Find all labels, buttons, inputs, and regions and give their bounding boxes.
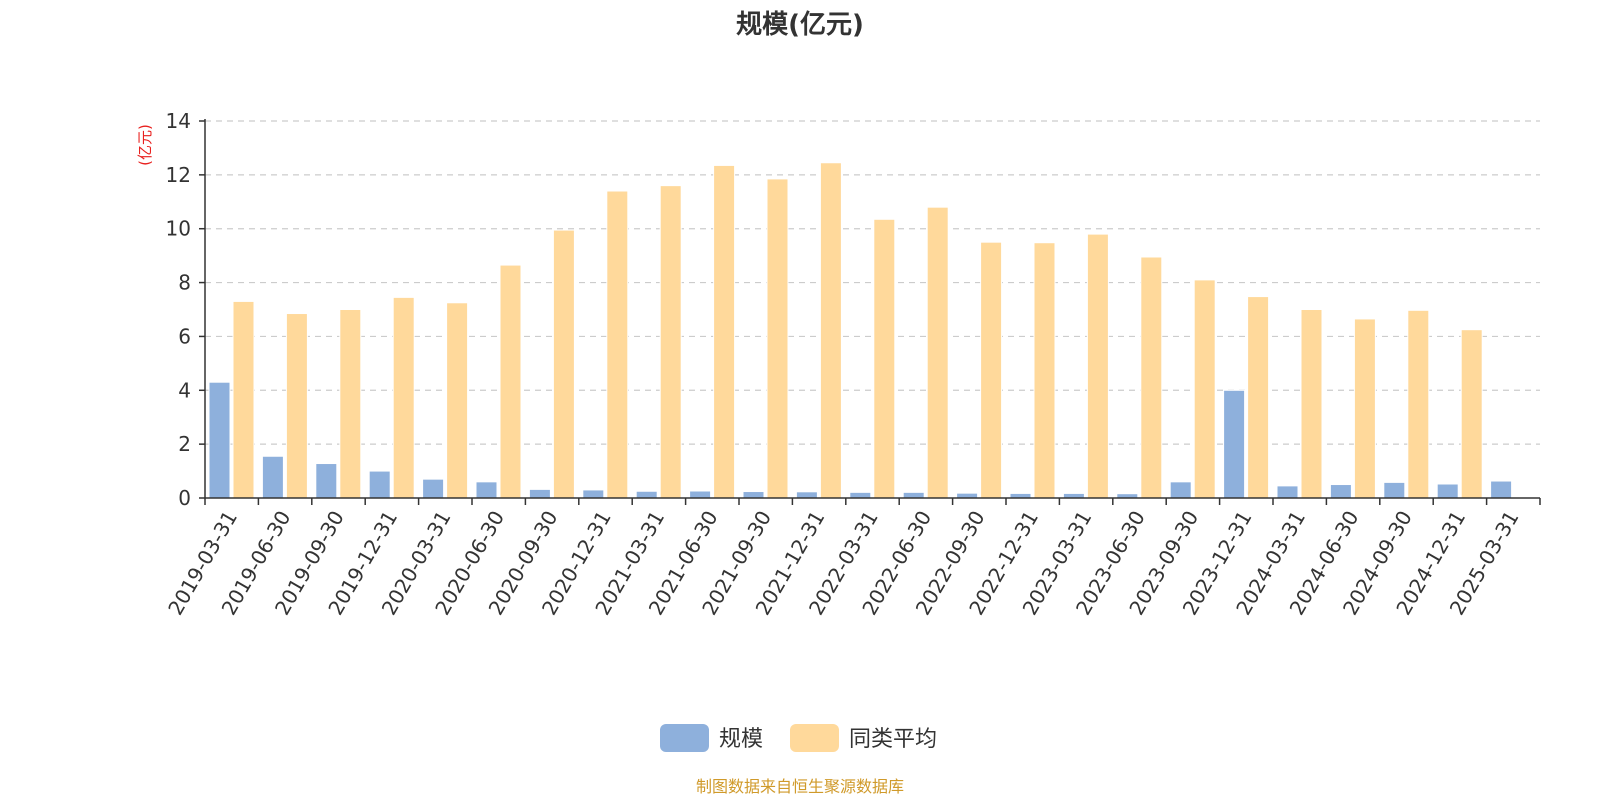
y-tick-label: 0 [178,486,191,510]
bar-peer-average [1300,309,1323,499]
chart-title: 规模(亿元) [736,10,864,40]
bar-peer-average [1140,256,1163,499]
bar-scale [208,381,231,499]
y-tick-label: 14 [166,109,191,133]
legend: 规模 同类平均 [660,724,937,752]
bar-scale [1223,389,1246,499]
bar-peer-average [873,218,896,499]
bar-scale [795,491,818,499]
bar-peer-average [713,164,736,499]
bar-peer-average [766,178,789,499]
y-tick-label: 10 [166,217,191,241]
bar-peer-average [446,302,469,499]
y-axis-label: (亿元) [136,124,154,166]
bars [208,162,1513,499]
y-tick-label: 4 [178,378,191,402]
bar-peer-average [926,206,949,499]
x-tick-labels: 2019-03-312019-06-302019-09-302019-12-31… [163,507,1524,620]
bar-peer-average [659,185,682,499]
y-tick-labels: 0 2 4 6 8 10 12 14 [166,109,191,510]
bar-peer-average [1460,329,1483,499]
bar-scale [1436,483,1459,499]
source-note: 制图数据来自恒生聚源数据库 [696,777,904,796]
legend-swatch [660,724,709,752]
bar-scale [1169,481,1192,499]
bar-scale [635,490,658,499]
bar-peer-average [392,296,415,499]
bar-scale [1490,480,1513,499]
bar-scale [902,491,925,499]
bar-scale [1329,484,1352,499]
bar-scale [742,491,765,499]
bar-peer-average [819,162,842,499]
axes [199,119,1541,505]
bar-scale [475,481,498,499]
y-tick-label: 12 [166,163,191,187]
bar-scale [689,490,712,499]
legend-swatch [790,724,839,752]
bar-scale [261,455,284,499]
bar-peer-average [1033,242,1056,499]
bar-peer-average [499,264,522,499]
bar-peer-average [980,241,1003,499]
bar-scale [1276,485,1299,499]
bar-peer-average [552,229,575,499]
legend-label: 同类平均 [849,727,937,752]
y-tick-label: 8 [178,271,191,295]
y-tick-label: 2 [178,432,191,456]
bar-peer-average [1353,318,1376,499]
bar-peer-average [285,313,308,499]
bar-peer-average [1407,309,1430,499]
bar-scale [315,463,338,499]
bar-scale [582,489,605,499]
bar-scale [528,488,551,499]
bar-scale [849,491,872,499]
bar-scale [1383,481,1406,499]
bar-peer-average [1086,233,1109,499]
y-tick-label: 6 [178,324,191,348]
bar-scale [368,470,391,499]
bar-peer-average [1247,296,1270,499]
legend-label: 规模 [719,727,763,752]
bar-peer-average [339,309,362,499]
bar-peer-average [1193,279,1216,499]
bar-peer-average [606,190,629,499]
bar-peer-average [232,300,255,499]
bar-scale [422,478,445,499]
